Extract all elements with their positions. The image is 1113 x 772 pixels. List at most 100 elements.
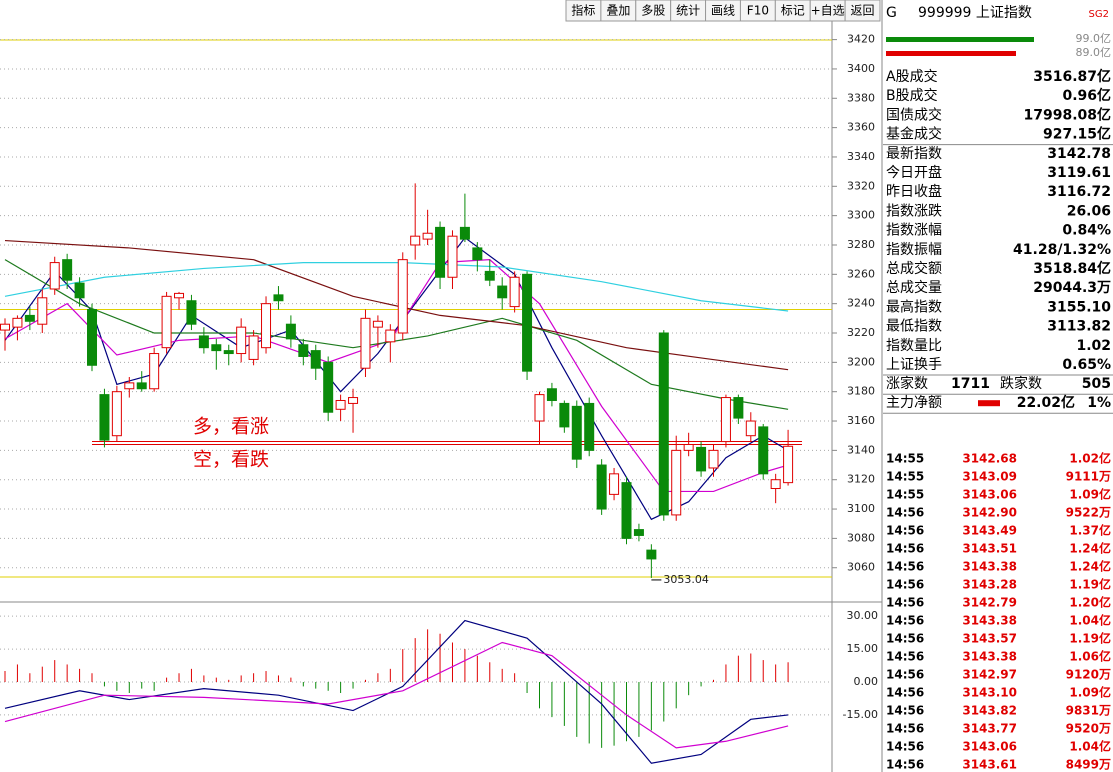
candle-body xyxy=(683,443,694,451)
tick-price: 3143.28 xyxy=(962,578,1017,592)
tick-time: 14:55 xyxy=(886,470,924,484)
row-value: 927.15亿 xyxy=(1043,126,1111,143)
toolbar-label[interactable]: 指标 xyxy=(571,3,595,18)
candle-body xyxy=(310,350,321,369)
candle-body xyxy=(136,382,147,390)
candle-body xyxy=(770,479,781,490)
tick-volume: 1.37亿 xyxy=(1069,523,1111,538)
tick-price: 3142.68 xyxy=(962,452,1017,466)
candle-body xyxy=(522,273,533,372)
tick-volume: 1.04亿 xyxy=(1069,739,1111,754)
toolbar-button[interactable] xyxy=(844,0,881,22)
tick-volume: 9522万 xyxy=(1066,506,1111,520)
y-tick-label: 3320 xyxy=(847,179,875,192)
candle-body xyxy=(49,262,60,290)
candle-body xyxy=(37,297,48,325)
row-label: 最新指数 xyxy=(886,146,942,162)
candle-body xyxy=(571,405,582,460)
candle-body xyxy=(74,282,85,299)
candle-body xyxy=(99,394,110,441)
candle-body xyxy=(459,226,470,240)
candle-body xyxy=(87,309,98,366)
indicator-line xyxy=(4,641,789,749)
tick-volume: 1.19亿 xyxy=(1069,577,1111,592)
y-tick-label: 3280 xyxy=(847,238,875,251)
y-tick-label: 3340 xyxy=(847,150,875,163)
breadth-value: 1711 xyxy=(951,376,990,392)
tick-time: 14:56 xyxy=(886,650,924,664)
candle-body xyxy=(111,391,122,437)
tick-price: 3142.90 xyxy=(962,506,1017,520)
candle-body xyxy=(435,226,446,278)
candle-body xyxy=(497,285,508,299)
tick-volume: 1.02亿 xyxy=(1069,451,1111,466)
tick-time: 14:56 xyxy=(886,686,924,700)
candle-body xyxy=(671,449,682,516)
tick-time: 14:56 xyxy=(886,722,924,736)
candle-body xyxy=(621,482,632,539)
tick-price: 3143.82 xyxy=(962,704,1017,718)
volume-bar xyxy=(886,37,1034,42)
candle-body xyxy=(596,464,607,510)
row-value: 17998.08亿 xyxy=(1023,106,1111,123)
candle-body xyxy=(733,397,744,419)
row-value: 1.02 xyxy=(1076,338,1111,354)
tick-time: 14:56 xyxy=(886,524,924,538)
candle-body xyxy=(360,317,371,369)
row-value: 0.84% xyxy=(1062,223,1111,239)
y-tick-label: 3420 xyxy=(847,33,875,46)
tick-time: 14:56 xyxy=(886,740,924,754)
marker: G xyxy=(886,5,897,21)
candle-body xyxy=(484,270,495,281)
indicator-line xyxy=(4,239,789,371)
toolbar-label[interactable]: 标记 xyxy=(781,4,805,18)
toolbar-label[interactable]: 画线 xyxy=(711,4,735,18)
tick-volume: 9111万 xyxy=(1066,470,1111,484)
tick-volume: 1.24亿 xyxy=(1069,541,1111,556)
y-tick-label: 3200 xyxy=(847,355,875,368)
tick-price: 3143.06 xyxy=(962,488,1017,502)
candle-body xyxy=(472,247,483,261)
tick-price: 3142.97 xyxy=(962,668,1017,682)
y-tick-label: 0.00 xyxy=(854,675,879,688)
flow-bar xyxy=(978,400,1000,407)
y-tick-label: 3060 xyxy=(847,561,875,574)
toolbar-label[interactable]: 返回 xyxy=(851,4,875,18)
candle-body xyxy=(236,326,247,355)
tick-price: 3143.57 xyxy=(962,632,1017,646)
candle-body xyxy=(161,295,172,349)
y-tick-label: 3140 xyxy=(847,443,875,456)
candle-body xyxy=(584,402,595,451)
candle-body xyxy=(720,397,731,443)
tick-price: 3142.79 xyxy=(962,596,1017,610)
row-value: 0.96亿 xyxy=(1062,87,1111,104)
tick-volume: 1.20亿 xyxy=(1069,595,1111,610)
row-label: 指数量比 xyxy=(886,338,942,354)
row-label: 基金成交 xyxy=(886,126,942,143)
candle-body xyxy=(696,446,707,472)
candle-body xyxy=(335,399,346,410)
candle-body xyxy=(273,294,284,302)
candle-body xyxy=(186,300,197,325)
tick-price: 3143.38 xyxy=(962,650,1017,664)
toolbar-label[interactable]: 多股 xyxy=(641,4,665,18)
toolbar-label[interactable]: +自选 xyxy=(811,4,845,18)
candle-body xyxy=(285,323,296,340)
toolbar-label[interactable]: 叠加 xyxy=(606,4,630,18)
row-value: 41.28/1.32% xyxy=(1013,242,1111,258)
candle-body xyxy=(348,397,359,404)
toolbar-label[interactable]: F10 xyxy=(747,4,769,18)
y-tick-label: 3300 xyxy=(847,209,875,222)
breadth-label: 跌家数 xyxy=(1000,375,1042,392)
y-tick-label: 3220 xyxy=(847,326,875,339)
tick-time: 14:56 xyxy=(886,596,924,610)
candle-body xyxy=(509,276,520,308)
candle-body xyxy=(261,303,272,349)
tick-volume: 9120万 xyxy=(1066,668,1111,682)
candle-body xyxy=(397,259,408,334)
y-tick-label: 3260 xyxy=(847,267,875,280)
toolbar-label[interactable]: 统计 xyxy=(676,4,700,18)
tick-time: 14:56 xyxy=(886,560,924,574)
